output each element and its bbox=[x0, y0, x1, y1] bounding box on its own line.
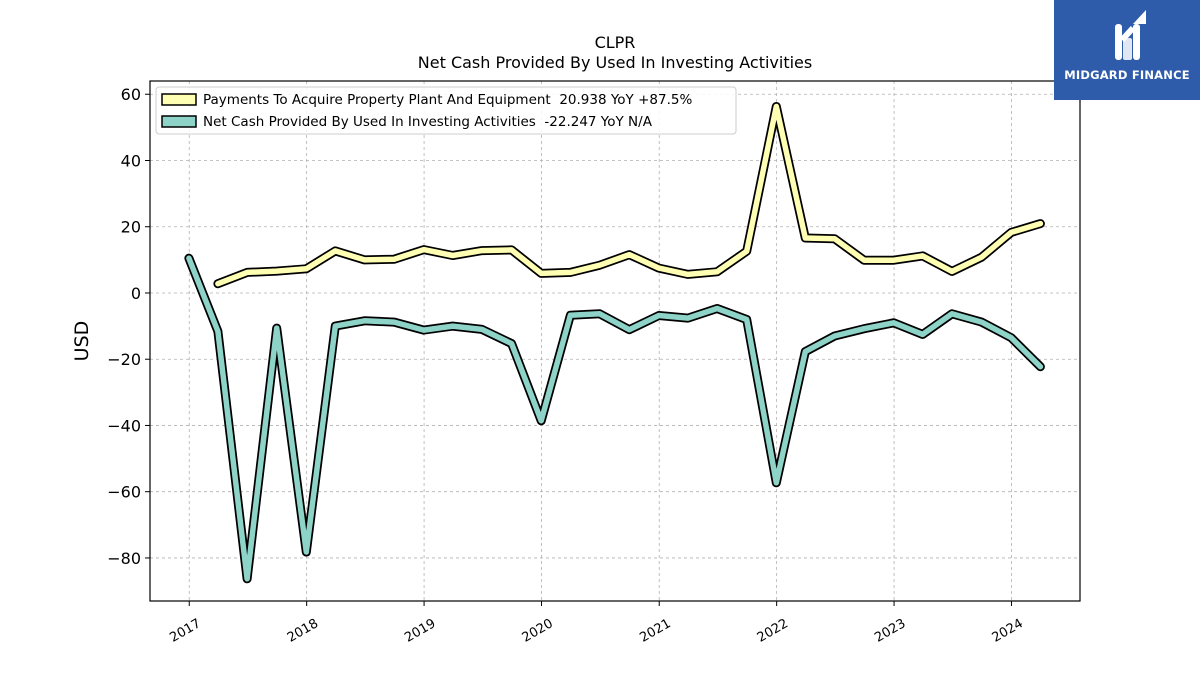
y-tick-label: 60 bbox=[121, 85, 141, 104]
plot-frame bbox=[149, 80, 1081, 602]
y-tick-label: −80 bbox=[107, 549, 141, 568]
series-lines bbox=[184, 102, 1045, 584]
logo-text: MIDGARD FINANCE bbox=[1064, 68, 1190, 82]
legend-label-ppe: Payments To Acquire Property Plant And E… bbox=[203, 92, 692, 108]
y-axis-label: USD bbox=[71, 321, 93, 362]
y-tick-label: 0 bbox=[131, 284, 141, 303]
legend-swatch-ppe bbox=[161, 93, 197, 106]
x-tick-label: 2023 bbox=[872, 616, 908, 646]
logo: MIDGARD FINANCE bbox=[1054, 0, 1200, 100]
x-tick-label: 2018 bbox=[285, 616, 321, 646]
x-tick-label: 2019 bbox=[402, 616, 438, 646]
series-line-net-cash-outline bbox=[184, 253, 1045, 584]
y-axis: 60 40 20 0 −20 −40 −60 −80 bbox=[107, 85, 150, 568]
x-tick-label: 2021 bbox=[637, 616, 673, 646]
x-tick-label: 2020 bbox=[520, 616, 556, 646]
x-axis: 2017 2018 2019 2020 2021 2022 2023 2024 bbox=[167, 601, 1026, 646]
series-line-net-cash bbox=[186, 255, 1044, 582]
series-line-ppe bbox=[215, 103, 1044, 287]
chart-subtitle: Net Cash Provided By Used In Investing A… bbox=[418, 53, 812, 72]
y-tick-label: −40 bbox=[107, 416, 141, 435]
y-tick-label: −60 bbox=[107, 483, 141, 502]
chart-title: CLPR bbox=[595, 33, 636, 52]
x-tick-label: 2017 bbox=[167, 616, 203, 646]
logo-mark-icon bbox=[1115, 10, 1146, 60]
y-tick-label: 20 bbox=[121, 218, 141, 237]
legend-swatch-net-cash bbox=[161, 115, 197, 128]
legend-frame bbox=[155, 86, 737, 135]
y-tick-label: −20 bbox=[107, 350, 141, 369]
y-tick-label: 40 bbox=[121, 151, 141, 170]
x-tick-label: 2022 bbox=[755, 616, 791, 646]
legend: Payments To Acquire Property Plant And E… bbox=[155, 86, 737, 135]
x-tick-label: 2024 bbox=[990, 616, 1026, 646]
grid bbox=[150, 81, 1080, 601]
legend-label-net-cash: Net Cash Provided By Used In Investing A… bbox=[203, 114, 653, 130]
